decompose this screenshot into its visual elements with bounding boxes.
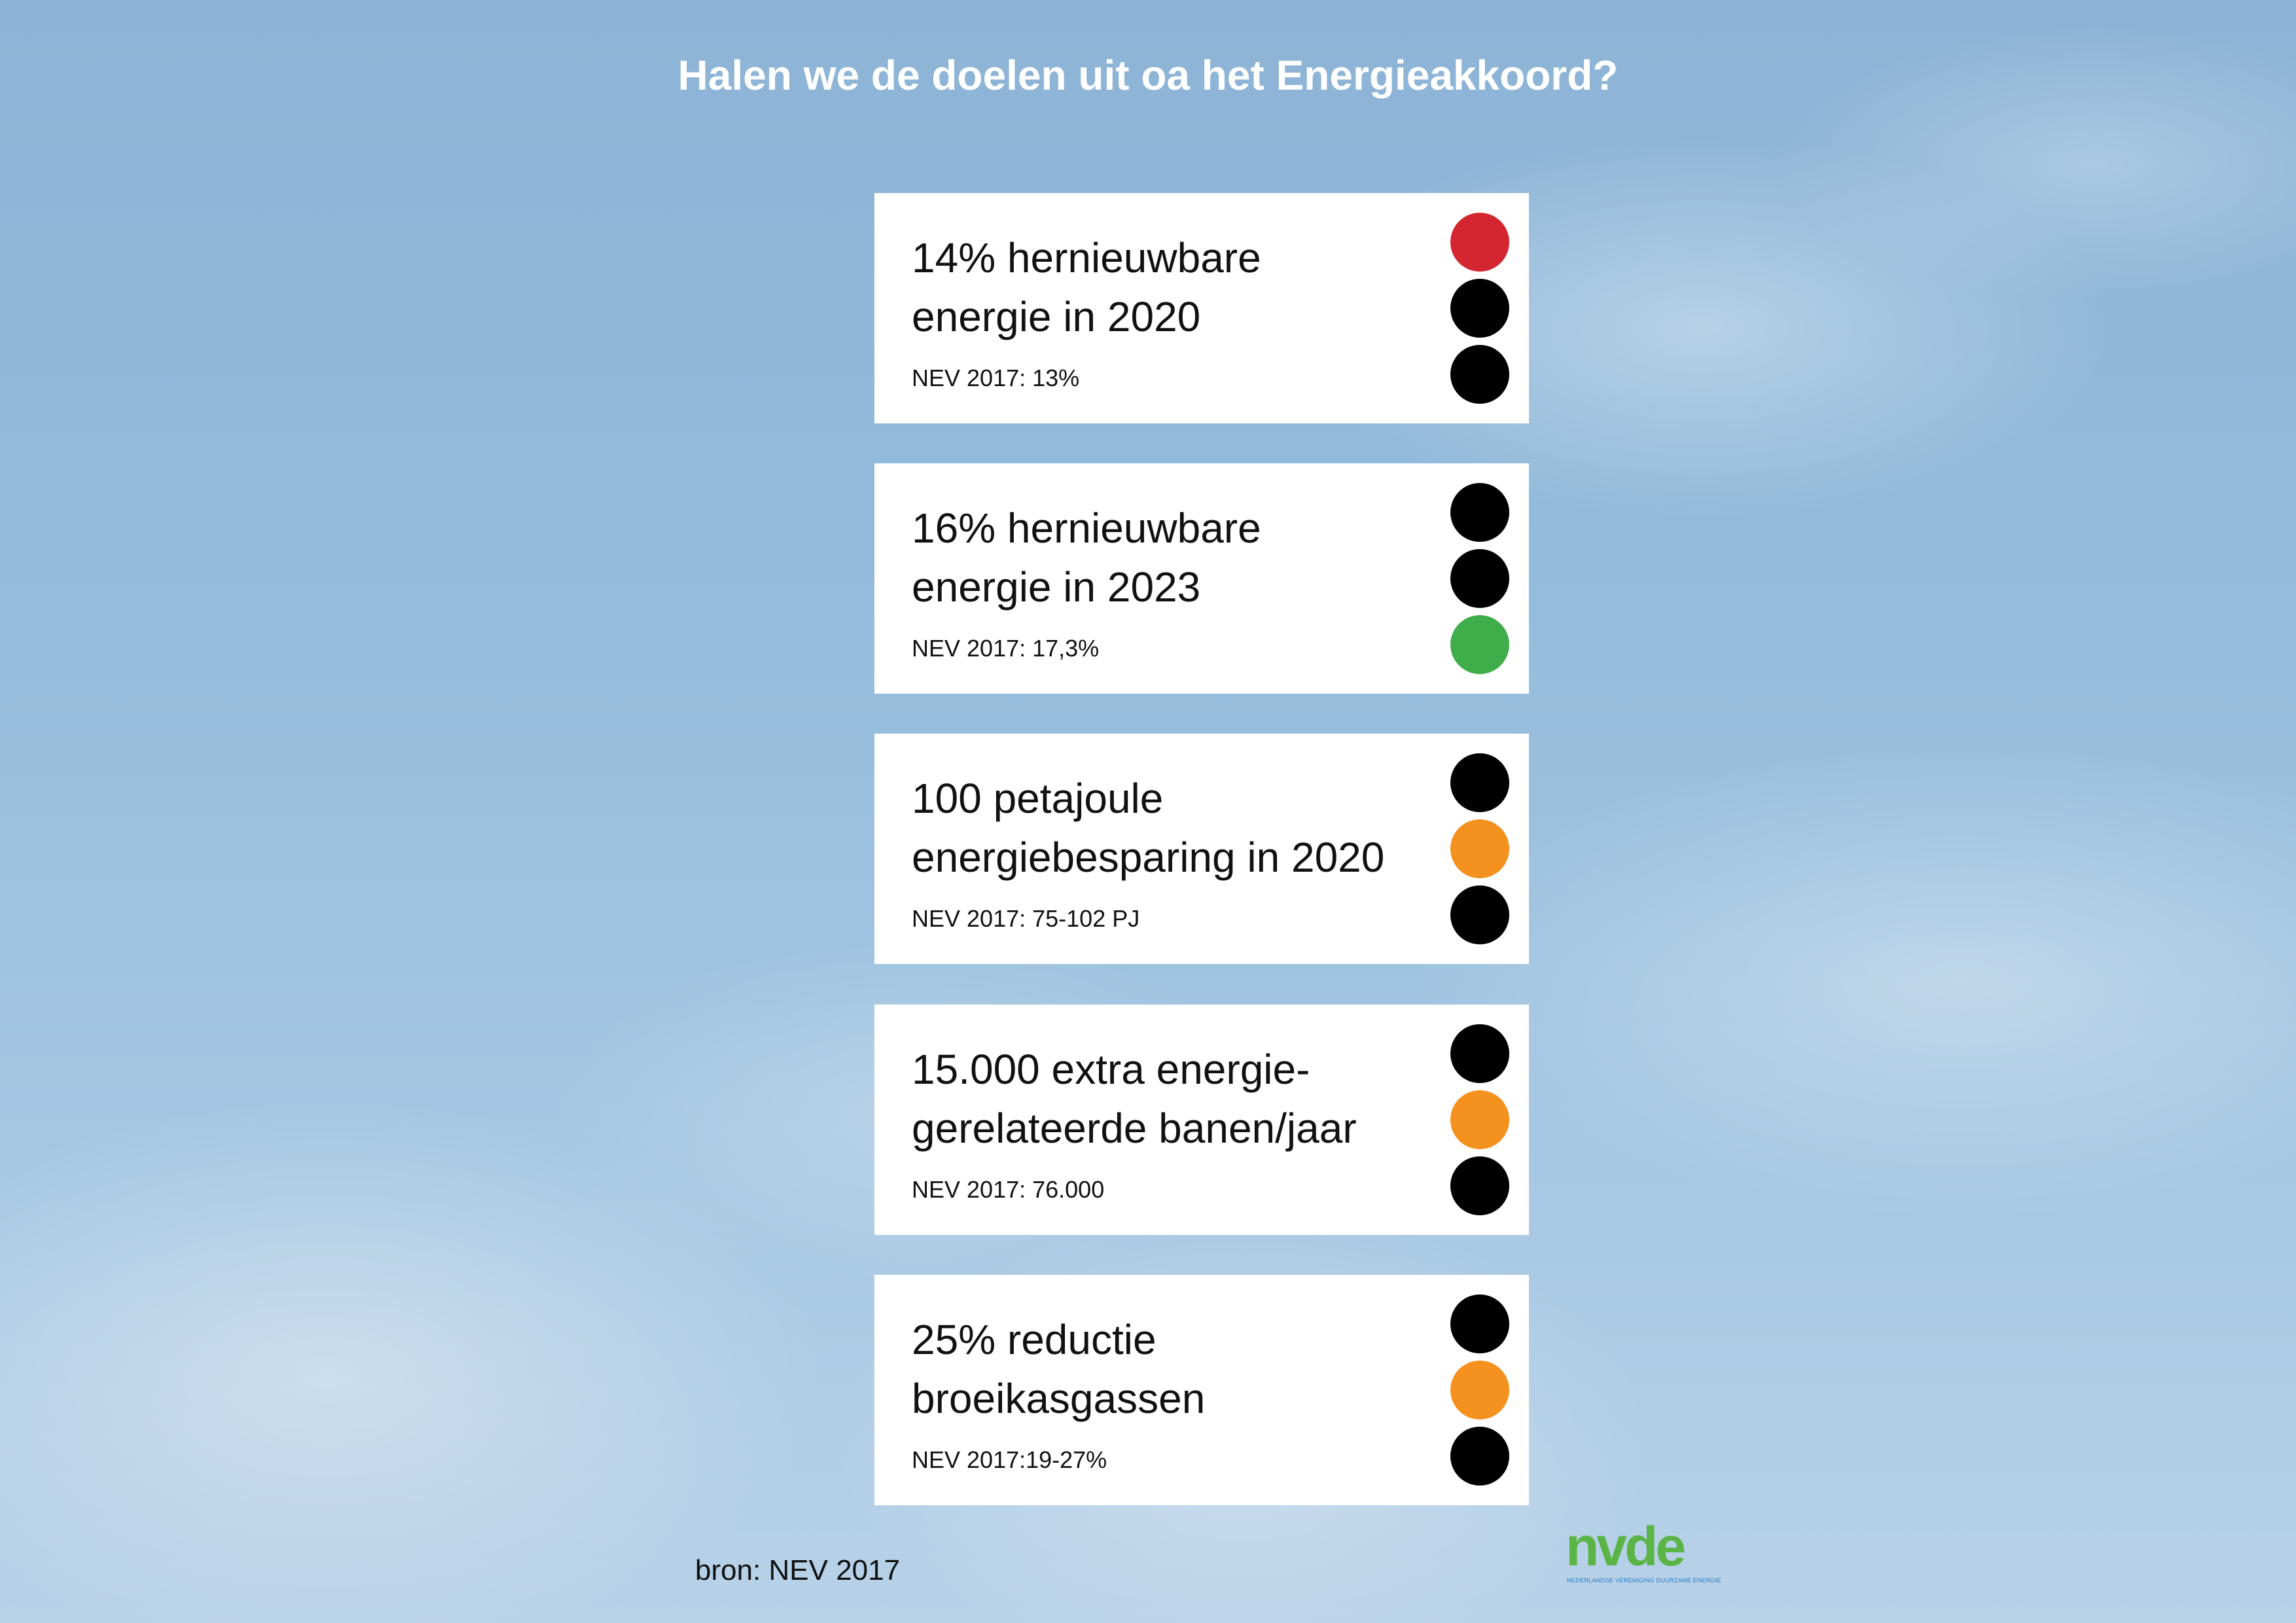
- target-forecast: NEV 2017: 76.000: [912, 1176, 1105, 1203]
- traffic-light-top: [1450, 1024, 1509, 1083]
- traffic-light: [1450, 483, 1509, 681]
- target-title: 16% hernieuwbare energie in 2023: [912, 505, 1261, 611]
- target-card-renewable-2020: 14% hernieuwbare energie in 2020 NEV 2017…: [874, 193, 1529, 423]
- traffic-light-bottom: [1450, 1156, 1509, 1215]
- target-forecast: NEV 2017: 13%: [912, 365, 1080, 391]
- target-title: 25% reductie broeikasgassen: [912, 1316, 1206, 1422]
- traffic-light-top: [1450, 213, 1509, 272]
- traffic-light-bottom: [1450, 885, 1509, 944]
- traffic-light-middle: [1450, 549, 1509, 608]
- traffic-light-middle: [1450, 1361, 1509, 1419]
- target-title: 14% hernieuwbare energie in 2020: [912, 234, 1261, 340]
- traffic-light-middle: [1450, 819, 1509, 878]
- source-note: bron: NEV 2017: [695, 1554, 901, 1586]
- traffic-light-middle: [1450, 1090, 1509, 1149]
- target-card-renewable-2023: 16% hernieuwbare energie in 2023 NEV 2017…: [874, 463, 1529, 694]
- traffic-light-bottom: [1450, 345, 1509, 404]
- traffic-light-middle: [1450, 279, 1509, 338]
- page-title: Halen we de doelen uit oa het Energieakk…: [677, 52, 1619, 99]
- traffic-light-top: [1450, 483, 1509, 542]
- target-forecast: NEV 2017: 75-102 PJ: [912, 905, 1140, 932]
- target-card-jobs: 15.000 extra energie-gerelateerde banen/…: [874, 1005, 1529, 1235]
- target-title: 100 petajoule energiebesparing in 2020: [912, 775, 1385, 881]
- traffic-light: [1450, 753, 1509, 952]
- target-title: 15.000 extra energie-gerelateerde banen/…: [912, 1046, 1357, 1152]
- logo-tagline: NEDERLANDSE VERENIGING DUURZAME ENERGIE: [1567, 1577, 1721, 1584]
- target-card-emissions: 25% reductie broeikasgassen NEV 2017:19-2…: [874, 1275, 1529, 1505]
- nvde-logo: nvde NEDERLANDSE VERENIGING DUURZAME ENE…: [1566, 1525, 1721, 1584]
- traffic-light: [1450, 1294, 1509, 1493]
- traffic-light-top: [1450, 753, 1509, 812]
- target-forecast: NEV 2017:19-27%: [912, 1446, 1107, 1473]
- traffic-light: [1450, 1024, 1509, 1222]
- traffic-light-top: [1450, 1294, 1509, 1353]
- traffic-light-bottom: [1450, 615, 1509, 674]
- target-forecast: NEV 2017: 17,3%: [912, 635, 1100, 662]
- traffic-light-bottom: [1450, 1427, 1509, 1486]
- traffic-light: [1450, 213, 1509, 411]
- logo-letters: nvde: [1566, 1525, 1684, 1577]
- target-card-energy-savings: 100 petajoule energiebesparing in 2020 NE…: [874, 734, 1529, 964]
